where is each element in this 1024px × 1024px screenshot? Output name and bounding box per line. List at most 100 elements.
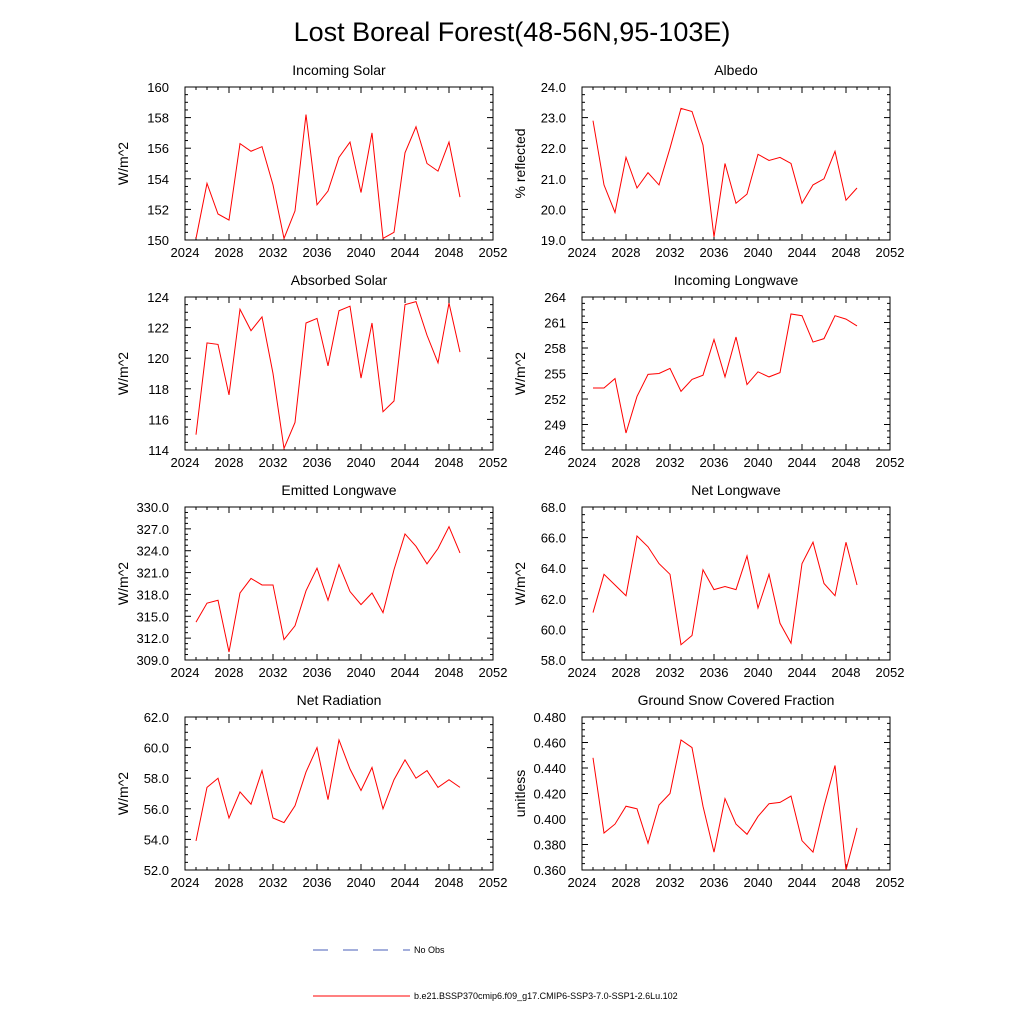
chart-albedo-ytick-label: 19.0 [541,233,566,248]
chart-ground-snow-covered-fraction-ylabel: unitless [512,770,528,817]
chart-albedo-xtick-label: 2048 [832,245,861,260]
chart-incoming-longwave-ytick-label: 261 [544,316,566,331]
chart-emitted-longwave-ytick-label: 327.0 [136,522,169,537]
chart-net-radiation-ytick-label: 52.0 [144,863,169,878]
legend-label-no-obs: No Obs [414,945,445,955]
chart-net-longwave-ytick-label: 58.0 [541,653,566,668]
chart-absorbed-solar-xtick-label: 2032 [259,455,288,470]
chart-incoming-longwave-xtick-label: 2048 [832,455,861,470]
chart-ground-snow-covered-fraction-xtick-label: 2028 [612,875,641,890]
chart-net-longwave-ytick-label: 64.0 [541,561,566,576]
chart-incoming-solar-ytick-label: 158 [147,111,169,126]
chart-net-longwave-xtick-label: 2024 [568,665,597,680]
chart-albedo: Albedo % reflected 2024 2028 2032 2036 2040 204… [512,62,904,260]
legend: No Obs b.e21.BSSP370cmip6.f09_g17.CMIP6-… [313,945,678,1001]
chart-incoming-longwave-xtick-label: 2036 [700,455,729,470]
chart-net-longwave-series-line [592,535,858,646]
chart-incoming-solar-title: Incoming Solar [292,62,386,78]
chart-absorbed-solar-xtick-label: 2028 [215,455,244,470]
chart-ground-snow-covered-fraction-xtick-label: 2040 [744,875,773,890]
chart-absorbed-solar-frame [184,296,494,451]
chart-net-radiation-ytick-label: 58.0 [144,771,169,786]
chart-emitted-longwave-title: Emitted Longwave [281,482,396,498]
chart-net-radiation-series-line [195,738,461,842]
chart-absorbed-solar-xtick-label: 2036 [303,455,332,470]
chart-ground-snow-covered-fraction-xtick-label: 2052 [876,875,905,890]
chart-incoming-solar-ylabel: W/m^2 [115,142,131,185]
chart-incoming-solar-ytick-label: 154 [147,172,169,187]
chart-incoming-longwave-xtick-label: 2032 [656,455,685,470]
chart-albedo-ytick-label: 22.0 [541,141,566,156]
chart-net-longwave-ytick-label: 60.0 [541,622,566,637]
chart-net-radiation-ytick-label: 56.0 [144,802,169,817]
chart-ground-snow-covered-fraction-xtick-label: 2036 [700,875,729,890]
chart-net-longwave-title: Net Longwave [691,482,781,498]
chart-ground-snow-covered-fraction-ytick-label: 0.400 [533,812,566,827]
chart-net-radiation-xtick-label: 2028 [215,875,244,890]
chart-emitted-longwave-xtick-label: 2044 [391,665,420,680]
chart-absorbed-solar-ytick-label: 118 [148,382,169,397]
chart-incoming-solar-xtick-label: 2040 [347,245,376,260]
chart-emitted-longwave-ytick-label: 315.0 [136,609,169,624]
chart-albedo-ytick-label: 23.0 [541,111,566,126]
chart-emitted-longwave-xtick-label: 2024 [171,665,200,680]
chart-albedo-ylabel: % reflected [512,128,528,198]
chart-emitted-longwave-ylabel: W/m^2 [115,562,131,605]
chart-absorbed-solar-xtick-label: 2048 [435,455,464,470]
chart-net-longwave-xtick-label: 2048 [832,665,861,680]
chart-net-longwave-xtick-label: 2044 [788,665,817,680]
chart-ground-snow-covered-fraction-ytick-label: 0.480 [533,710,566,725]
chart-absorbed-solar-ytick-label: 116 [148,412,169,427]
chart-net-longwave-ytick-label: 66.0 [541,531,566,546]
chart-absorbed-solar-xtick-label: 2052 [479,455,508,470]
chart-incoming-solar-xtick-label: 2052 [479,245,508,260]
chart-emitted-longwave-ytick-label: 318.0 [136,587,169,602]
chart-ground-snow-covered-fraction-ytick-label: 0.380 [533,838,566,853]
chart-emitted-longwave-ytick-label: 309.0 [136,653,169,668]
chart-albedo-xtick-label: 2024 [568,245,597,260]
legend-label-model: b.e21.BSSP370cmip6.f09_g17.CMIP6-SSP3-7.… [414,991,678,1001]
chart-albedo-xtick-label: 2028 [612,245,641,260]
chart-albedo-series-line [592,107,858,238]
chart-ground-snow-covered-fraction-ytick-label: 0.420 [533,787,566,802]
chart-emitted-longwave-ytick-label: 324.0 [136,544,169,559]
chart-emitted-longwave: Emitted Longwave W/m^2 2024 2028 2032 2036 204… [115,482,507,680]
chart-ground-snow-covered-fraction-ytick-label: 0.440 [533,761,566,776]
chart-incoming-solar-xtick-label: 2028 [215,245,244,260]
chart-net-longwave-xtick-label: 2028 [612,665,641,680]
chart-incoming-longwave-ytick-label: 258 [544,341,566,356]
chart-incoming-solar-xtick-label: 2036 [303,245,332,260]
chart-emitted-longwave-xtick-label: 2032 [259,665,288,680]
chart-albedo-xtick-label: 2040 [744,245,773,260]
chart-ground-snow-covered-fraction: Ground Snow Covered Fraction unitless 2024… [512,692,904,890]
chart-incoming-longwave-xtick-label: 2028 [612,455,641,470]
chart-absorbed-solar-ytick-label: 120 [147,351,169,366]
chart-albedo-xtick-label: 2044 [788,245,817,260]
chart-albedo-ytick-label: 21.0 [541,172,566,187]
chart-incoming-longwave-ytick-label: 255 [544,367,566,382]
chart-albedo-xtick-label: 2032 [656,245,685,260]
chart-ground-snow-covered-fraction-xtick-label: 2024 [568,875,597,890]
chart-absorbed-solar-ylabel: W/m^2 [115,352,131,395]
chart-albedo-title: Albedo [714,62,758,78]
figure-title: Lost Boreal Forest(48-56N,95-103E) [294,17,731,47]
chart-emitted-longwave-xtick-label: 2036 [303,665,332,680]
chart-net-radiation-xtick-label: 2036 [303,875,332,890]
chart-emitted-longwave-ytick-label: 330.0 [136,500,169,515]
chart-net-radiation-xtick-label: 2032 [259,875,288,890]
chart-absorbed-solar-ytick-label: 122 [147,321,169,336]
chart-panels: Incoming Solar W/m^2 2024 2028 2032 2036 2040 2… [115,62,904,890]
chart-incoming-longwave-ytick-label: 249 [544,418,566,433]
chart-emitted-longwave-ytick-label: 312.0 [136,631,169,646]
chart-net-radiation-xtick-label: 2052 [479,875,508,890]
chart-incoming-solar-frame [184,86,494,241]
chart-emitted-longwave-xtick-label: 2028 [215,665,244,680]
chart-incoming-solar-ytick-label: 152 [147,202,169,217]
chart-incoming-solar-xtick-label: 2048 [435,245,464,260]
chart-incoming-longwave: Incoming Longwave W/m^2 2024 2028 2032 2036 20… [512,272,904,470]
chart-net-longwave-ytick-label: 68.0 [541,500,566,515]
chart-incoming-solar-xtick-label: 2044 [391,245,420,260]
chart-net-radiation-xtick-label: 2044 [391,875,420,890]
chart-net-radiation-xtick-label: 2024 [171,875,200,890]
